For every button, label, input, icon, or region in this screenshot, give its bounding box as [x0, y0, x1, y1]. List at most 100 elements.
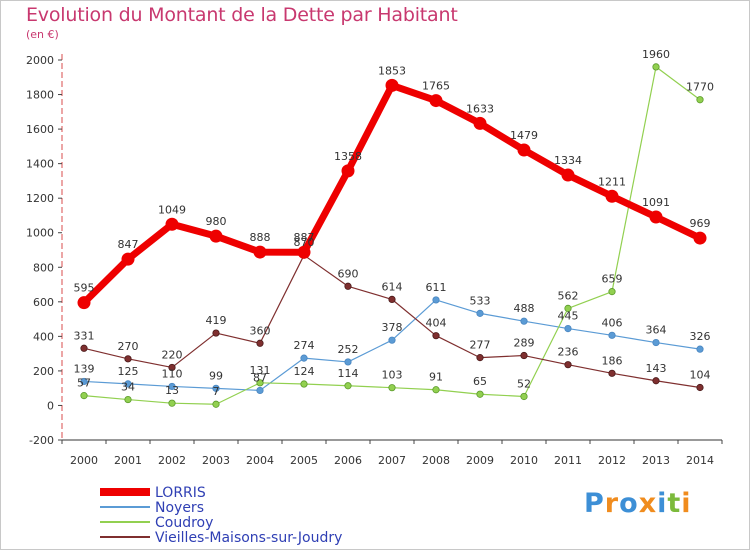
- data-point: [124, 380, 132, 388]
- data-label: 7: [213, 385, 220, 398]
- data-label: 186: [602, 354, 623, 367]
- data-label: 870: [294, 236, 315, 249]
- x-tick-label: 2008: [422, 454, 450, 467]
- y-tick-label: 600: [33, 296, 54, 309]
- x-tick-label: 2001: [114, 454, 142, 467]
- data-label: 1960: [642, 48, 670, 61]
- data-label: 99: [209, 369, 223, 382]
- data-point: [344, 282, 352, 290]
- data-point: [121, 252, 135, 266]
- data-label: 1770: [686, 81, 714, 94]
- data-point: [520, 351, 528, 360]
- data-label: 419: [206, 314, 227, 327]
- brand-letter: o: [619, 488, 639, 519]
- brand-letter: r: [604, 488, 620, 519]
- data-label: 404: [426, 317, 447, 330]
- data-label: 103: [382, 369, 403, 382]
- data-point: [696, 96, 704, 104]
- data-point: [473, 116, 487, 130]
- data-label: 980: [206, 215, 227, 228]
- brand-letter: t: [667, 488, 682, 519]
- data-point: [608, 288, 616, 296]
- plot-area: [62, 60, 722, 440]
- x-tick-label: 2013: [642, 454, 670, 467]
- y-tick-label: 800: [33, 261, 54, 274]
- data-point: [649, 210, 663, 224]
- data-point: [432, 386, 440, 394]
- x-tick-label: 2002: [158, 454, 186, 467]
- data-point: [388, 384, 396, 392]
- y-tick-label: 1800: [26, 89, 54, 102]
- data-point: [608, 331, 616, 339]
- data-label: 131: [250, 364, 271, 377]
- data-label: 52: [517, 377, 531, 390]
- data-point: [80, 344, 88, 352]
- data-point: [168, 399, 176, 407]
- data-label: 969: [690, 217, 711, 230]
- data-label: 562: [558, 289, 579, 302]
- x-tick-label: 2005: [290, 454, 318, 467]
- data-point: [432, 296, 440, 304]
- legend-label: Vieilles-Maisons-sur-Joudry: [155, 530, 342, 546]
- data-point: [212, 400, 220, 408]
- y-tick-label: 0: [47, 399, 54, 412]
- data-point: [476, 390, 484, 398]
- data-point: [652, 63, 660, 71]
- data-label: 125: [118, 365, 139, 378]
- y-tick-label: 1200: [26, 192, 54, 205]
- data-label: 277: [470, 339, 491, 352]
- data-label: 360: [250, 324, 271, 337]
- data-point: [253, 245, 267, 259]
- data-point: [432, 332, 440, 340]
- data-point: [341, 164, 355, 178]
- y-tick-label: 1000: [26, 227, 54, 240]
- data-label: 65: [473, 375, 487, 388]
- x-tick-label: 2011: [554, 454, 582, 467]
- data-label: 236: [558, 346, 579, 359]
- data-point: [520, 392, 528, 401]
- data-point: [300, 380, 308, 388]
- data-point: [696, 345, 704, 353]
- data-point: [212, 384, 220, 392]
- brand-letter: i: [657, 488, 668, 519]
- y-tick-label: 200: [33, 365, 54, 378]
- data-label: 847: [118, 238, 139, 251]
- data-label: 274: [294, 339, 315, 352]
- data-point: [429, 94, 443, 108]
- data-point: [256, 379, 264, 387]
- data-point: [80, 392, 88, 400]
- x-tick-label: 2004: [246, 454, 274, 467]
- data-point: [476, 309, 484, 317]
- x-tick-label: 2007: [378, 454, 406, 467]
- y-tick-label: 1600: [26, 123, 54, 136]
- data-label: 1633: [466, 102, 494, 115]
- data-point: [165, 217, 179, 231]
- data-label: 57: [77, 377, 91, 390]
- data-point: [693, 231, 707, 245]
- data-label: 220: [162, 348, 183, 361]
- data-label: 270: [118, 340, 139, 353]
- data-label: 87: [253, 371, 267, 384]
- data-label: 445: [558, 310, 579, 323]
- data-label: 104: [690, 368, 711, 381]
- data-point: [520, 317, 528, 325]
- data-label: 1091: [642, 196, 670, 209]
- x-tick-label: 2006: [334, 454, 362, 467]
- data-point: [344, 382, 352, 390]
- data-label: 611: [426, 281, 447, 294]
- data-label: 110: [162, 367, 183, 380]
- data-label: 289: [514, 337, 535, 350]
- data-point: [297, 245, 311, 259]
- data-point: [605, 189, 619, 203]
- data-point: [124, 355, 132, 363]
- data-label: 378: [382, 321, 403, 334]
- data-point: [80, 377, 88, 386]
- data-label: 887: [294, 231, 315, 244]
- data-point: [652, 338, 660, 347]
- data-label: 331: [74, 329, 95, 342]
- data-point: [652, 377, 660, 385]
- data-point: [124, 395, 132, 404]
- data-label: 1049: [158, 203, 186, 216]
- data-label: 252: [338, 343, 359, 356]
